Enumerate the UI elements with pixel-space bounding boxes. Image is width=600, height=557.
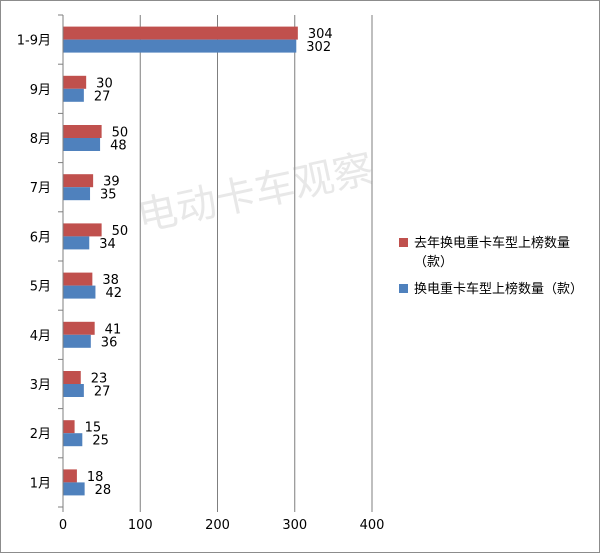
bar — [63, 371, 81, 384]
data-label: 30 — [96, 76, 113, 91]
data-label: 302 — [306, 40, 331, 55]
data-label: 25 — [92, 434, 109, 449]
gridlines — [139, 15, 373, 507]
x-tick-label: 300 — [282, 518, 307, 533]
category-label: 4月 — [30, 329, 51, 344]
axes — [58, 14, 373, 512]
data-label: 15 — [85, 421, 102, 436]
bar — [63, 321, 95, 335]
data-label: 36 — [101, 335, 118, 350]
x-tick-label: 0 — [59, 518, 67, 533]
bar — [63, 88, 84, 102]
bar — [63, 125, 102, 138]
bar — [63, 420, 75, 434]
bar — [63, 174, 94, 188]
bar — [63, 334, 91, 348]
data-label: 39 — [103, 175, 120, 190]
bar — [63, 384, 84, 397]
data-label: 41 — [105, 322, 122, 337]
category-label: 5月 — [30, 280, 51, 295]
bar — [63, 469, 77, 483]
data-label: 50 — [112, 126, 129, 141]
data-label: 23 — [91, 372, 108, 387]
bar — [63, 26, 298, 40]
bar — [63, 482, 85, 496]
data-label: 27 — [94, 385, 111, 400]
data-label: 50 — [112, 224, 129, 239]
x-tick-label: 400 — [360, 518, 385, 533]
data-label: 18 — [87, 470, 104, 485]
data-label: 35 — [100, 188, 117, 203]
legend-swatch-last-year — [399, 238, 408, 247]
category-label: 9月 — [30, 83, 51, 98]
category-label: 8月 — [30, 132, 51, 147]
data-label: 42 — [105, 286, 122, 301]
data-label: 304 — [308, 27, 333, 42]
category-label: 6月 — [30, 230, 51, 245]
data-label: 38 — [102, 273, 119, 288]
bars — [63, 26, 298, 496]
bar — [63, 39, 297, 53]
data-label: 28 — [95, 483, 112, 498]
data-label: 27 — [94, 89, 111, 104]
bar — [63, 285, 96, 299]
x-tick-label: 100 — [128, 518, 153, 533]
category-label: 3月 — [30, 378, 51, 393]
legend-label-this-year: 换电重卡车型上榜数量（款） — [414, 282, 584, 297]
legend-label-last-year: 去年换电重卡车型上榜数量（款） — [414, 236, 571, 270]
bar — [63, 236, 90, 250]
bar — [63, 433, 83, 447]
bar — [63, 187, 91, 201]
category-label: 1-9月 — [17, 34, 51, 49]
category-label: 7月 — [30, 181, 51, 196]
bar — [63, 138, 101, 151]
legend-swatch-this-year — [399, 284, 408, 293]
bar — [63, 75, 87, 89]
x-tick-label: 200 — [205, 518, 230, 533]
legend-entry-last-year: 去年换电重卡车型上榜数量（款） — [399, 234, 589, 272]
bar — [63, 223, 102, 237]
legend-entry-this-year: 换电重卡车型上榜数量（款） — [399, 280, 589, 299]
category-label: 1月 — [30, 476, 51, 491]
category-label: 2月 — [30, 427, 51, 442]
bar — [63, 272, 93, 286]
data-label: 34 — [99, 237, 116, 252]
data-label: 48 — [110, 139, 127, 154]
